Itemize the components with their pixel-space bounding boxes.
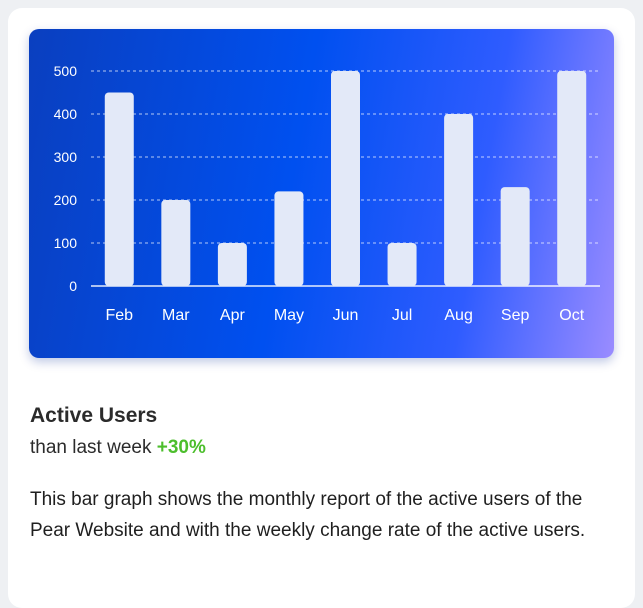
- bar-jul: [387, 243, 417, 286]
- bar-apr: [217, 243, 247, 286]
- change-line: than last week +30%: [30, 437, 206, 459]
- x-tick-label: Apr: [220, 307, 246, 324]
- bar-chart: 0 100 200 300 400 500 Feb Mar Apr May Jun Jul Aug Sep…: [29, 29, 614, 358]
- y-tick-label: 0: [69, 278, 77, 294]
- x-tick-label: Aug: [444, 307, 472, 324]
- change-value: +30%: [156, 437, 206, 458]
- bar-jun: [331, 71, 360, 286]
- y-tick-label: 400: [54, 106, 78, 122]
- change-label: than last week: [30, 437, 152, 458]
- x-tick-label: Jun: [333, 307, 359, 324]
- x-tick-label: Jul: [392, 307, 412, 324]
- bar-sep: [500, 187, 530, 286]
- bar-may: [274, 191, 304, 286]
- active-users-card: 0 100 200 300 400 500 Feb Mar Apr May Jun Jul Aug Sep…: [8, 8, 635, 608]
- x-tick-label: Oct: [559, 307, 584, 324]
- x-tick-label: Mar: [162, 307, 190, 324]
- bar-mar: [161, 200, 191, 286]
- y-tick-label: 500: [54, 63, 78, 79]
- x-tick-label: Sep: [501, 307, 530, 324]
- bar-chart-svg: 0 100 200 300 400 500 Feb Mar Apr May Jun Jul Aug Sep…: [54, 63, 600, 324]
- x-tick-label: Feb: [105, 307, 133, 324]
- y-tick-label: 300: [54, 149, 78, 165]
- bar-oct: [557, 71, 587, 286]
- bar-aug: [444, 114, 474, 286]
- card-title: Active Users: [30, 404, 158, 427]
- y-tick-label: 200: [54, 192, 78, 208]
- card-description: This bar graph shows the monthly report …: [30, 489, 586, 541]
- x-tick-label: May: [274, 307, 304, 324]
- y-tick-label: 100: [54, 235, 78, 251]
- bar-feb: [104, 92, 134, 286]
